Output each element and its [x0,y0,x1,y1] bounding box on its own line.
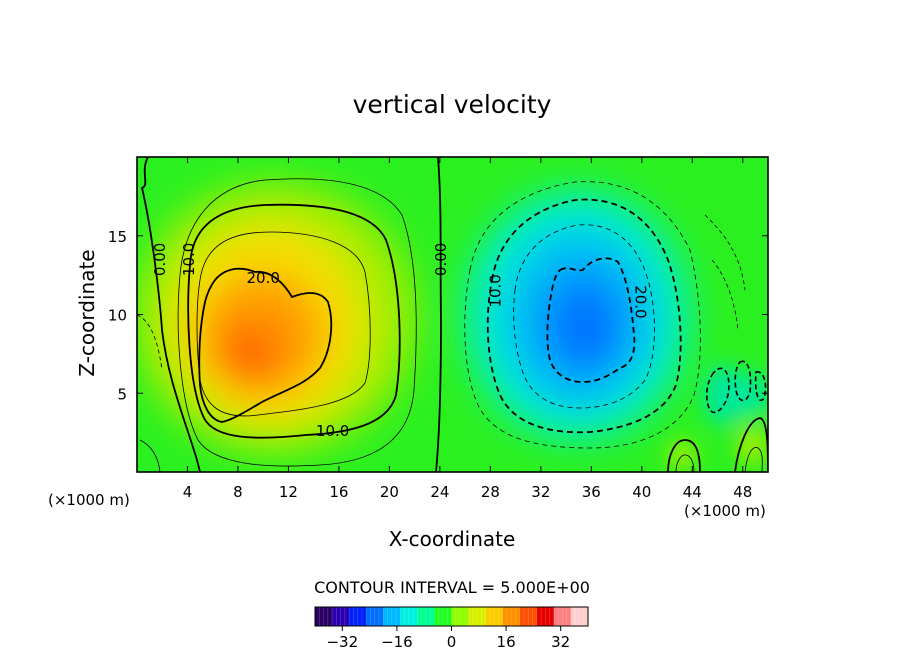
contour-label: 10.0 [180,243,198,276]
right-edge-cell-1 [703,365,747,425]
contour-label-layer: 0.00 10.0 20.0 10.0 0.00 10.0 20.0 [151,243,650,440]
colorbar-tick-label: 32 [551,633,570,651]
x-tick-label: 12 [279,483,298,501]
contour-neg-20 [546,257,636,383]
y-axis-title: Z-coordinate [75,249,99,376]
updraft-core [218,322,282,382]
colorbar-swatch [315,607,333,626]
colorbar [315,607,589,626]
colorbar-swatch [434,607,452,626]
x-tick-label: 36 [582,483,601,501]
x-tick-label: 20 [380,483,399,501]
zero-contour-left [140,157,201,472]
colorbar-swatch [383,607,401,626]
x-axis-ticks: 4 8 12 16 20 24 28 32 36 40 44 48 [183,157,752,501]
x-tick-label: 44 [683,483,702,501]
contour-lines [137,157,768,472]
x-tick-label: 40 [632,483,651,501]
downdraft-core [557,290,613,366]
y-tick-label: 5 [117,385,127,403]
velocity-field [137,157,768,472]
contour-neg-10 [486,198,682,434]
contour-label: 20.0 [246,269,279,287]
contour-neg-15 [513,224,655,409]
y-axis-ticks: 5 10 15 [108,228,768,403]
x-tick-label: 8 [233,483,243,501]
contour-bottom-1 [667,439,701,472]
colorbar-swatch [536,607,555,626]
contour-10 [187,203,401,439]
colorbar-swatch [553,607,572,626]
right-edge-cell-4 [738,425,766,465]
colorbar-swatch [468,607,487,626]
contour-right-5 [754,371,767,402]
x-tick-label: 32 [531,483,550,501]
contour-left-dashed [137,314,163,371]
contour-20 [198,267,333,423]
contour-left-bottom [139,439,161,472]
contour-neg-5 [464,181,701,449]
right-edge-cell-3 [668,441,696,469]
colorbar-swatch [366,607,384,626]
colorbar-tick-label: −16 [381,633,413,651]
contour-label: 10.0 [486,274,504,307]
x-tick-label: 4 [183,483,193,501]
y-tick-label: 15 [108,228,127,246]
colorbar-swatch [519,607,538,626]
colorbar-tick-label: 16 [497,633,516,651]
contour-interval-text: CONTOUR INTERVAL = 5.000E+00 [314,578,590,597]
colorbar-tick-label: −32 [326,633,358,651]
contour-right-3 [705,367,730,414]
right-edge-cell-2 [741,373,768,417]
colorbar-swatch [400,607,418,626]
x-axis-title: X-coordinate [389,527,516,551]
chart-title: vertical velocity [353,90,552,119]
x-unit-label: (×1000 m) [684,502,766,520]
colorbar-swatch [349,607,367,626]
contour-label: 10.0 [316,422,349,440]
contour-label: 20.0 [631,285,649,318]
colorbar-swatch [417,607,435,626]
colorbar-swatch [332,607,350,626]
y-tick-label: 10 [108,307,127,325]
zero-contour-middle [435,157,442,472]
colorbar-swatch [485,607,504,626]
x-tick-label: 24 [430,483,449,501]
contour-bottom-2 [675,454,695,472]
x-tick-label: 28 [481,483,500,501]
colorbar-swatch [451,607,470,626]
contour-right-4 [734,360,752,402]
contour-label: 0.00 [151,243,169,276]
x-tick-label: 48 [733,483,752,501]
x-tick-label: 16 [329,483,348,501]
colorbar-ticks: −32 −16 0 16 32 [326,626,570,651]
colorbar-tick-label: 0 [447,633,457,651]
z-unit-label: (×1000 m) [48,491,130,509]
contour-right-1 [704,214,746,291]
colorbar-swatch [502,607,521,626]
colorbar-swatch [570,607,589,626]
contour-bottom-4 [744,447,763,472]
contour-label: 0.00 [432,243,450,276]
contour-5 [177,178,417,467]
